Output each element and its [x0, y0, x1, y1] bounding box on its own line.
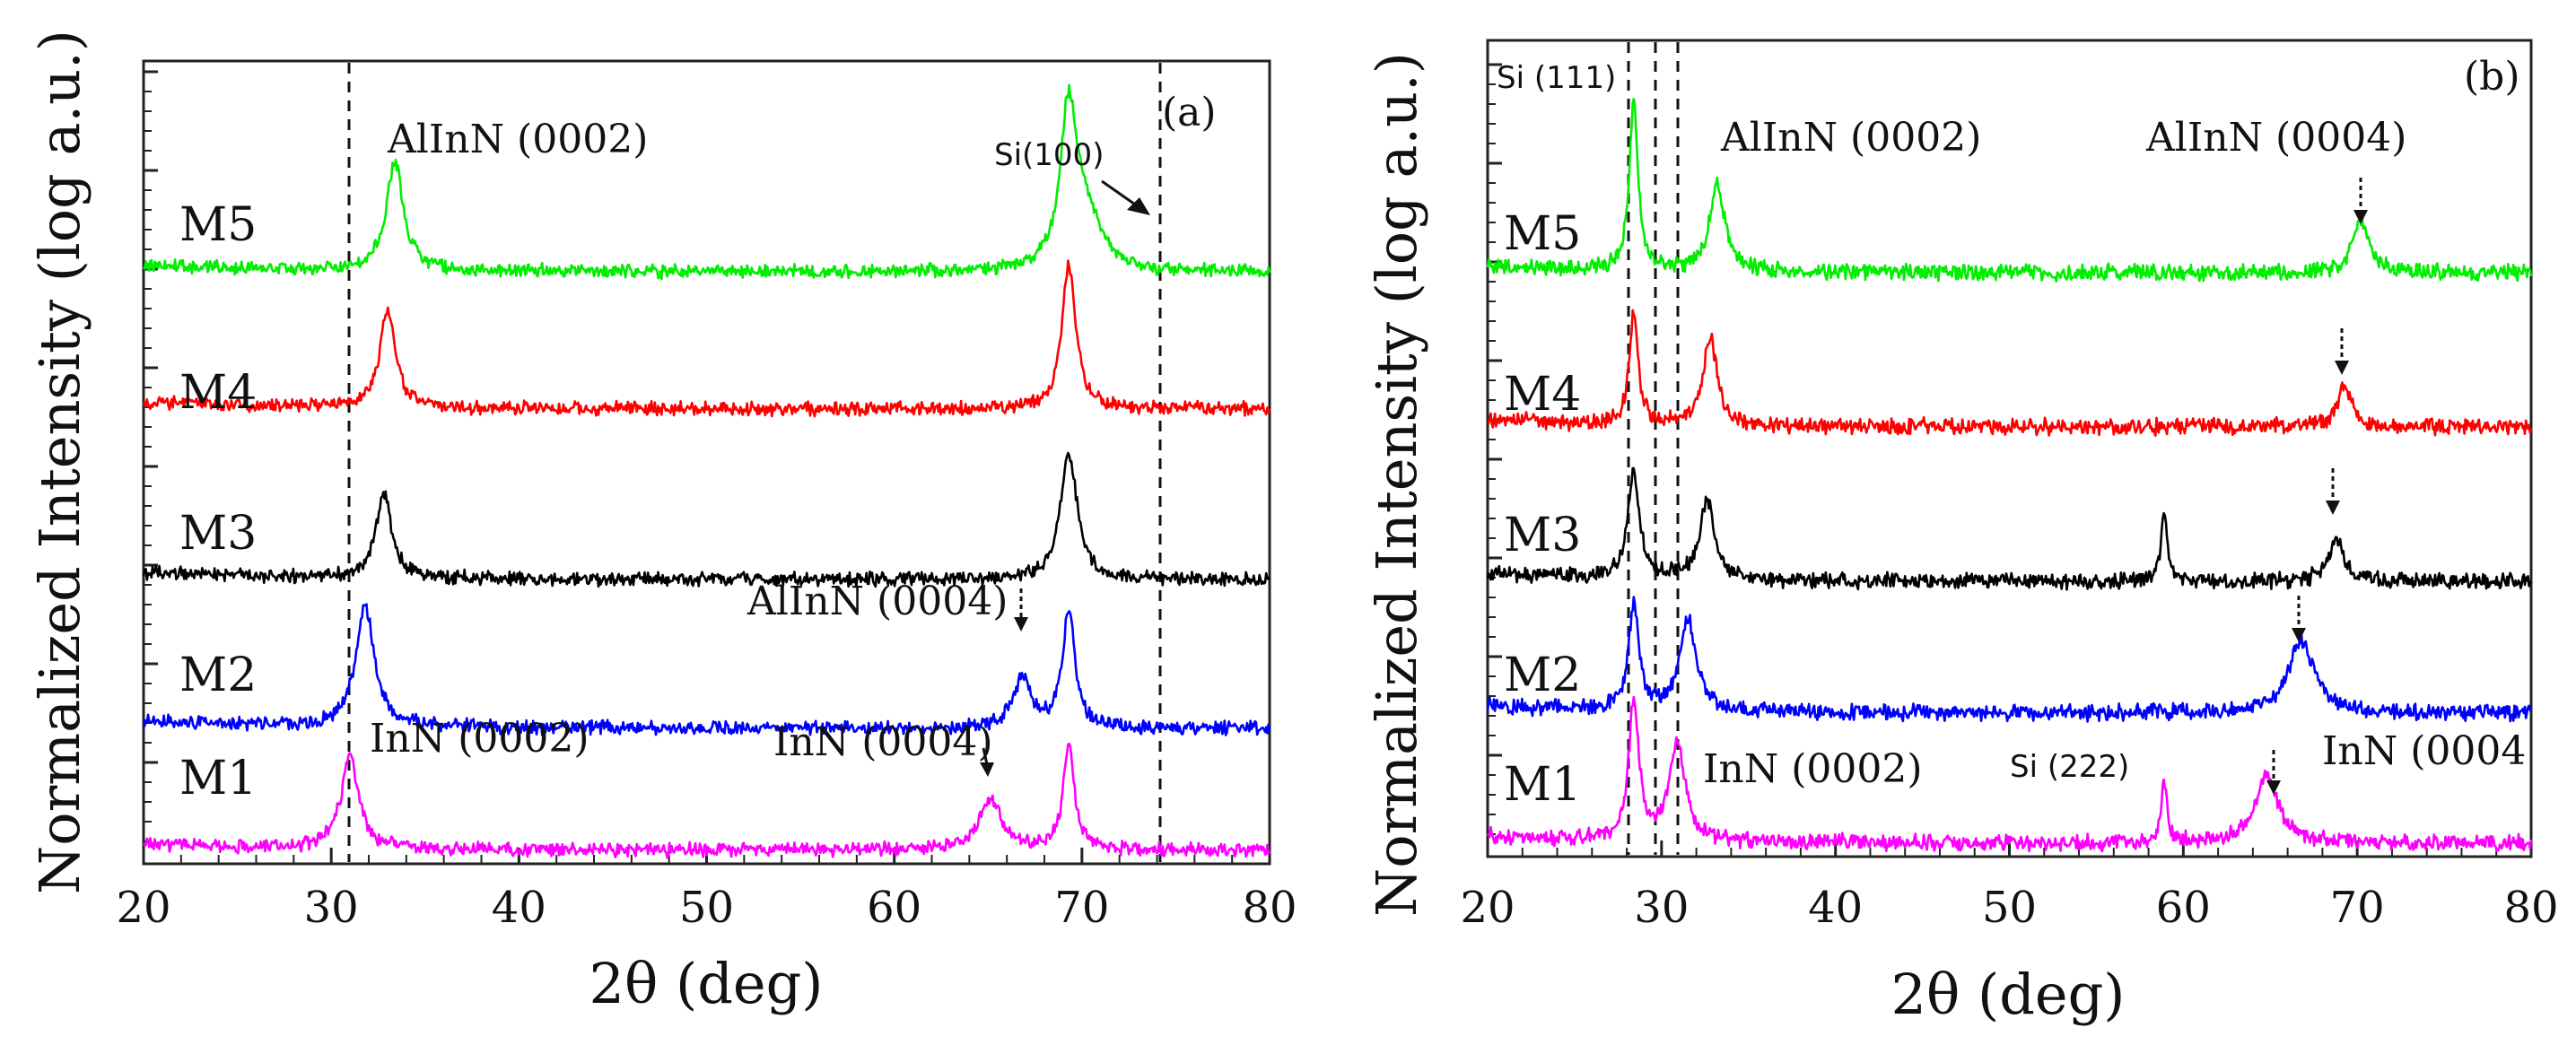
- arrow-si-100-a: [1101, 179, 1139, 208]
- series-label-m5-b: M5: [1504, 207, 1581, 261]
- x-tick-label-50: 50: [679, 883, 734, 933]
- annot-alinn-0002-a: AlInN (0002): [387, 117, 648, 162]
- x-tick-label-80: 80: [2503, 883, 2558, 933]
- panel-b: 20 30 40 50 60 70 80 2θ (deg) Normalized Inten…: [1364, 39, 2559, 1027]
- annot-si-222-b: Si (222): [2010, 749, 2129, 785]
- arrowhead-alinn-0004-m5-b: [2353, 210, 2368, 224]
- arrowhead-inn-0004-m1-b: [2266, 780, 2281, 795]
- x-tick-label-30: 30: [1634, 883, 1689, 933]
- trace-m5-a: [142, 83, 1271, 281]
- arrow-inn-0004-a: [982, 747, 989, 765]
- series-label-m3-b: M3: [1504, 509, 1581, 562]
- arrowhead-alinn-0004-m3-b: [2326, 501, 2340, 515]
- panel-label-a: (a): [1162, 90, 1217, 135]
- plot-frame-a: [142, 59, 1271, 866]
- arrowhead-alinn-0004-m2-b: [2292, 628, 2306, 642]
- x-tick-label-40: 40: [492, 883, 546, 933]
- trace-m2-a: [142, 603, 1271, 736]
- arrowhead-si-100-a: [1127, 197, 1150, 215]
- series-label-m3-a: M3: [179, 507, 257, 561]
- trace-m4-b: [1487, 309, 2533, 437]
- arrowhead-alinn-0004-a: [1014, 617, 1028, 631]
- series-label-m1-b: M1: [1504, 758, 1581, 812]
- arrowhead-inn-0004-a: [980, 762, 994, 777]
- x-tick-label-20: 20: [1460, 883, 1515, 933]
- x-axis-label-b: 2θ (deg): [1891, 962, 2126, 1027]
- x-tick-label-30: 30: [304, 883, 359, 933]
- annot-alinn-0004-a: AlInN (0004): [747, 579, 1008, 624]
- trace-m1-a: [143, 742, 1271, 859]
- y-axis-label-a: Normalized Intensity (log a.u.): [27, 30, 92, 894]
- series-label-m2-b: M2: [1504, 649, 1581, 702]
- axis-ticks-b: [1486, 63, 2533, 857]
- trace-m1-b: [1486, 695, 2533, 853]
- arrowhead-alinn-0004-m4-b: [2335, 361, 2349, 375]
- annot-inn-0004-b: InN (0004: [2322, 728, 2526, 774]
- annot-si-111-b: Si (111): [1497, 60, 1616, 96]
- series-label-m5-a: M5: [179, 198, 257, 252]
- traces-a: [142, 83, 1271, 859]
- x-tick-label-40: 40: [1808, 883, 1863, 933]
- x-tick-label-60: 60: [867, 883, 921, 933]
- traces-b: [1486, 98, 2533, 853]
- series-label-m2-a: M2: [179, 649, 257, 702]
- panel-a: 20 30 40 50 60 70 80 2θ (deg) Normalized Inten…: [27, 30, 1297, 1016]
- trace-m2-b: [1486, 596, 2532, 723]
- axis-ticks-a: [142, 70, 1271, 864]
- x-tick-label-70: 70: [1054, 883, 1109, 933]
- annot-alinn-0002-b: AlInN (0002): [1720, 115, 1981, 161]
- panel-label-b: (b): [2464, 54, 2520, 100]
- x-tick-labels-b: 20 30 40 50 60 70 80: [1460, 883, 2558, 933]
- annot-alinn-0004-b: AlInN (0004): [2145, 115, 2406, 161]
- trace-m3-a: [142, 451, 1271, 588]
- trace-m4-a: [142, 259, 1271, 418]
- annot-inn-0002-b: InN (0002): [1703, 746, 1923, 792]
- annot-inn-0004-a: InN (0004): [773, 719, 993, 765]
- x-tick-label-60: 60: [2156, 883, 2211, 933]
- x-tick-labels-a: 20 30 40 50 60 70 80: [116, 883, 1297, 933]
- annot-inn-0002-a: InN (0002): [370, 716, 589, 762]
- x-axis-label-a: 2θ (deg): [589, 951, 824, 1016]
- trace-m5-b: [1486, 98, 2533, 283]
- annot-si-100-a: Si(100): [994, 137, 1104, 173]
- y-axis-label-b: Normalized Intensity (log a.u.): [1364, 52, 1429, 917]
- x-tick-label-80: 80: [1242, 883, 1297, 933]
- trace-m3-b: [1486, 466, 2533, 591]
- x-tick-label-50: 50: [1982, 883, 2037, 933]
- x-tick-label-70: 70: [2330, 883, 2385, 933]
- x-tick-label-20: 20: [116, 883, 170, 933]
- series-label-m4-a: M4: [179, 366, 257, 420]
- series-label-m1-a: M1: [179, 752, 257, 806]
- series-label-m4-b: M4: [1504, 368, 1581, 422]
